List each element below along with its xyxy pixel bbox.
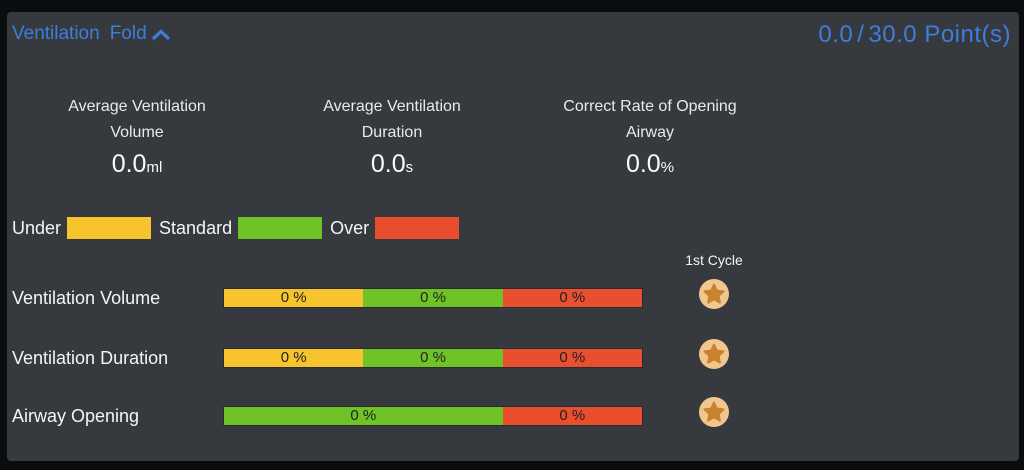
stat-title-line2: Airway [625, 124, 674, 141]
bar-legend: Under Standard Over [12, 215, 467, 241]
score-unit: Point(s) [924, 21, 1011, 48]
legend-swatch-under [67, 217, 152, 239]
bar-row-ventilation-volume: Ventilation Volume 0 % 0 % 0 % [7, 278, 1019, 318]
legend-label-standard: Standard [159, 217, 233, 238]
stat-title-line1: Average Ventilation [68, 98, 206, 115]
fold-toggle[interactable]: Fold [110, 23, 171, 45]
stat-title-line1: Average Ventilation [323, 98, 461, 115]
stacked-bar: 0 % 0 % [223, 406, 643, 426]
panel-title: Ventilation [12, 23, 100, 44]
stat-value: 0.0 [625, 150, 661, 178]
bar-row-ventilation-duration: Ventilation Duration 0 % 0 % 0 % [7, 338, 1019, 378]
stacked-bar: 0 % 0 % 0 % [223, 348, 643, 368]
cycle-column-header: 1st Cycle [685, 252, 743, 268]
stacked-bar: 0 % 0 % 0 % [223, 288, 643, 308]
legend-label-over: Over [330, 217, 370, 238]
ventilation-panel: Ventilation Fold 0.0/30.0 Point(s) Avera… [7, 12, 1019, 461]
legend-label-under: Under [12, 217, 62, 238]
score-separator: / [857, 21, 865, 48]
star-icon [703, 401, 725, 422]
stat-value: 0.0 [111, 150, 147, 178]
chevron-up-icon [151, 29, 170, 41]
bar-segment-over: 0 % [502, 407, 642, 425]
score-current: 0.0 [818, 21, 854, 48]
stat-value: 0.0 [370, 150, 406, 178]
star-icon [703, 283, 725, 304]
panel-header: Ventilation Fold [12, 23, 171, 45]
score-total: 30.0 [868, 21, 918, 48]
legend-swatch-over [375, 217, 460, 239]
bar-segment-under: 0 % [224, 349, 364, 367]
bar-row-label: Airway Opening [12, 406, 140, 426]
stat-unit: s [405, 159, 414, 176]
star-icon [703, 343, 725, 364]
stat-title-line1: Correct Rate of Opening [563, 98, 737, 115]
bar-segment-standard: 0 % [224, 407, 503, 425]
cycle-score-badge [699, 339, 729, 369]
bar-segment-over: 0 % [502, 349, 642, 367]
bar-segment-standard: 0 % [363, 349, 503, 367]
bar-row-airway-opening: Airway Opening 0 % 0 % [7, 396, 1019, 436]
fold-label: Fold [109, 23, 147, 44]
bar-row-label: Ventilation Duration [12, 348, 169, 368]
stat-unit: % [660, 159, 675, 176]
stat-average-ventilation-duration: Average Ventilation Duration 0.0s [272, 94, 512, 179]
cycle-score-badge [699, 279, 729, 309]
stat-unit: ml [146, 159, 163, 176]
bar-segment-over: 0 % [502, 289, 642, 307]
stat-title-line2: Volume [110, 124, 164, 141]
stat-correct-rate-airway: Correct Rate of Opening Airway 0.0% [500, 94, 800, 179]
bar-segment-under: 0 % [224, 289, 364, 307]
legend-swatch-standard [238, 217, 323, 239]
stat-average-ventilation-volume: Average Ventilation Volume 0.0ml [17, 94, 257, 179]
stat-title-line2: Duration [361, 124, 423, 141]
bar-row-label: Ventilation Volume [12, 288, 161, 308]
bar-segment-standard: 0 % [363, 289, 503, 307]
score-display: 0.0/30.0 Point(s) [818, 21, 1011, 49]
cycle-score-badge [699, 397, 729, 427]
